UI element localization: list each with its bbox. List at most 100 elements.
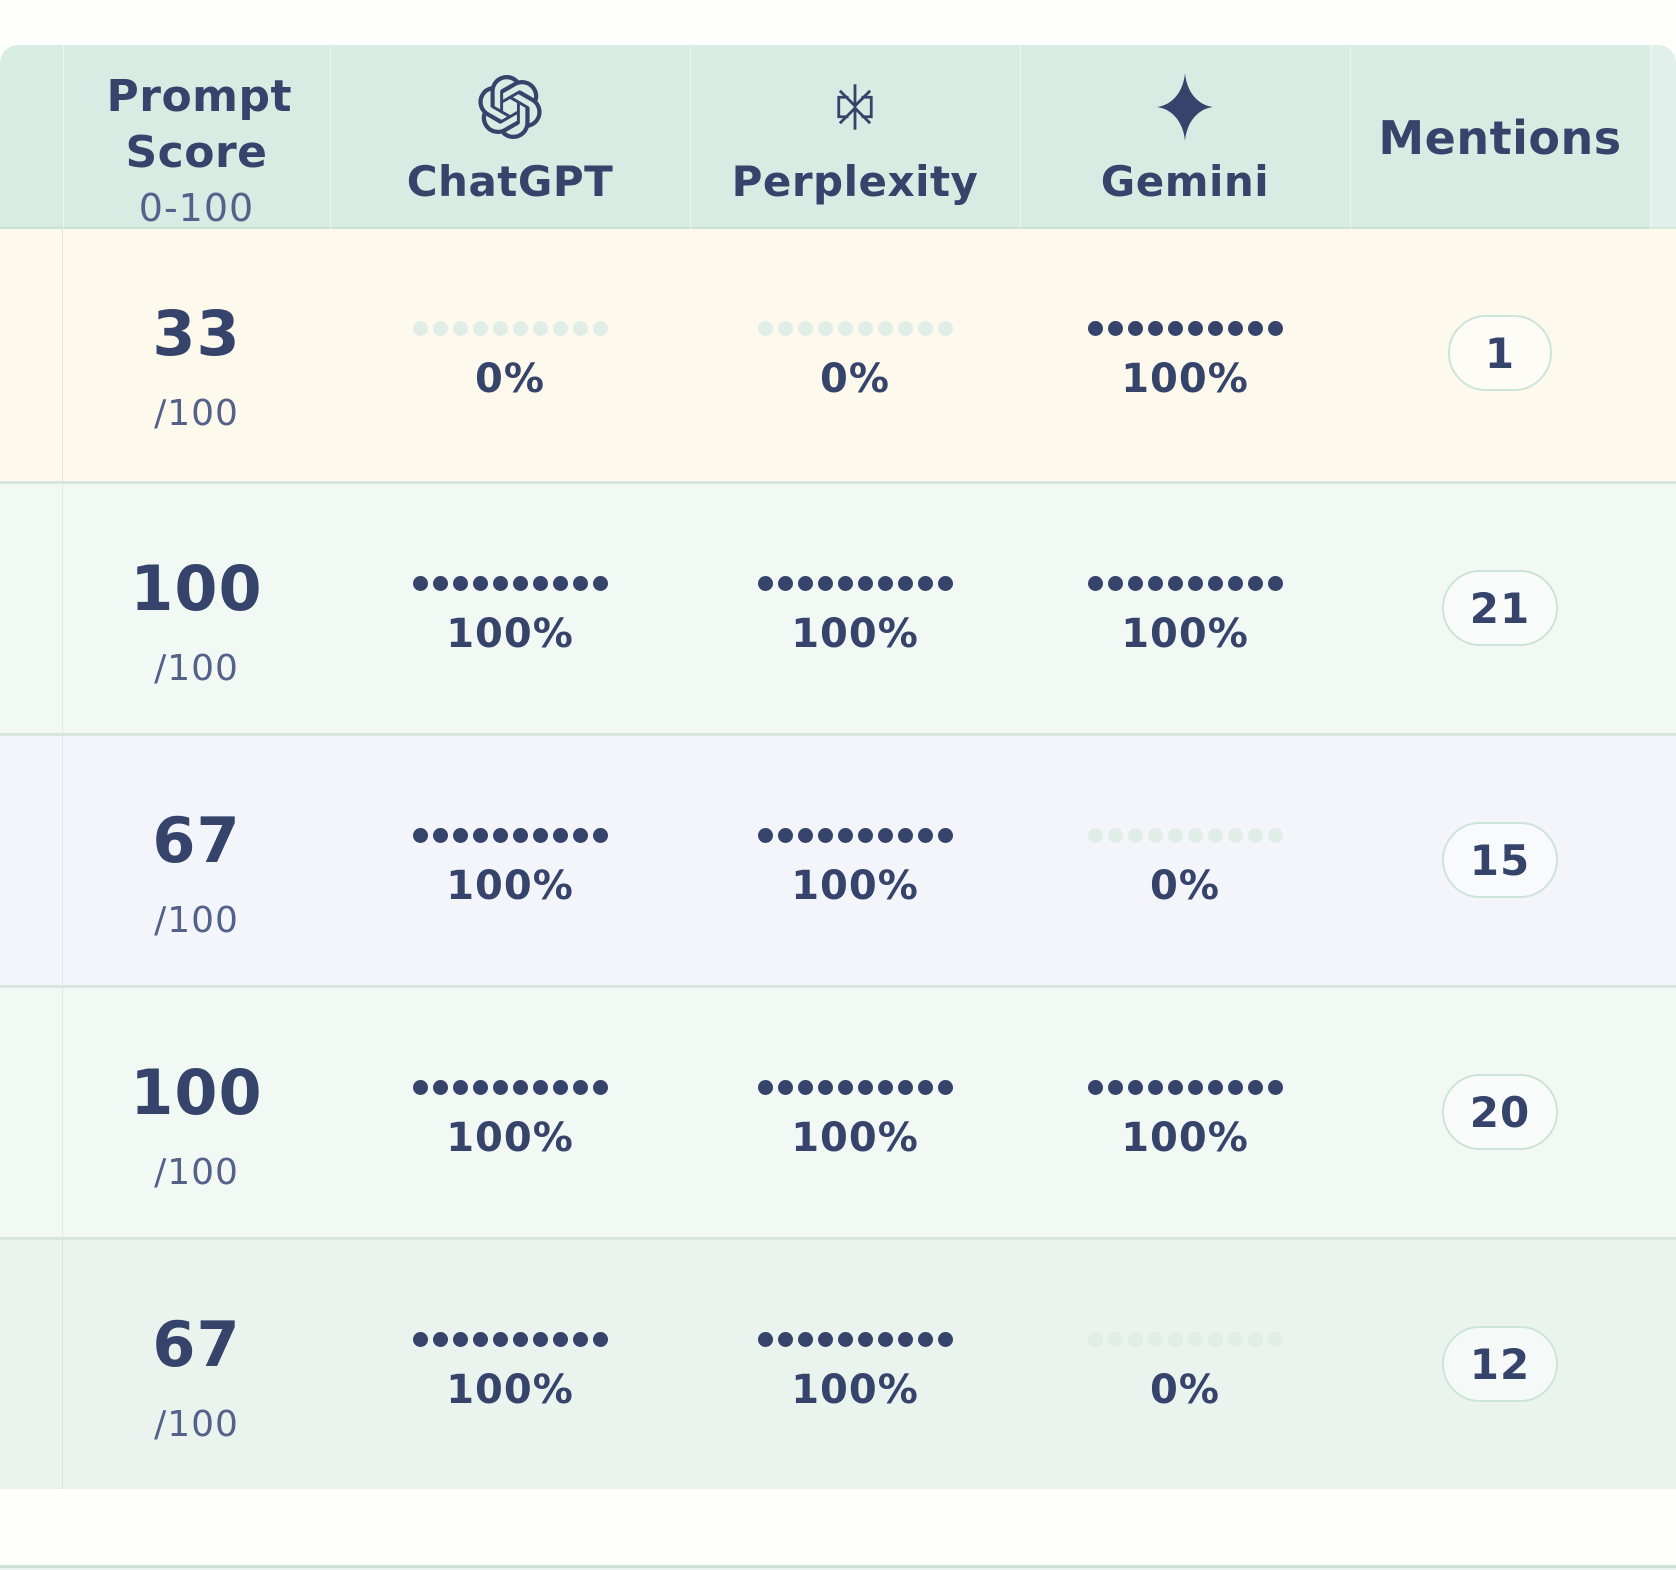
meter-dot bbox=[1147, 828, 1163, 843]
meter-dot bbox=[757, 321, 773, 336]
header-mentions: Mentions bbox=[1350, 45, 1650, 230]
meter-dot bbox=[412, 828, 428, 843]
meter-dot bbox=[552, 576, 568, 591]
gemini-cell: 0% bbox=[1020, 736, 1350, 985]
meter-dot bbox=[837, 1332, 853, 1347]
table-row[interactable]: 100 /100 100% 100% 100% 20 bbox=[0, 985, 1676, 1237]
meter-dot bbox=[432, 321, 448, 336]
mentions-cell: 15 bbox=[1350, 736, 1650, 985]
meter-dot bbox=[817, 828, 833, 843]
meter-dot bbox=[1087, 828, 1103, 843]
prompt-score-cell: 67 /100 bbox=[63, 1240, 330, 1489]
meter-dot bbox=[797, 828, 813, 843]
meter-dot bbox=[1207, 828, 1223, 843]
percent-dot-meter bbox=[412, 576, 608, 591]
table-row[interactable]: 100 /100 100% 100% 100% 21 bbox=[0, 481, 1676, 733]
mentions-cell: 12 bbox=[1350, 1240, 1650, 1489]
meter-dot bbox=[1127, 576, 1143, 591]
meter-dot bbox=[1087, 321, 1103, 336]
meter-dot bbox=[1147, 1332, 1163, 1347]
meter-dot bbox=[512, 1080, 528, 1095]
meter-dot bbox=[572, 828, 588, 843]
prompt-score-value: 100 bbox=[130, 552, 263, 625]
meter-dot bbox=[897, 1080, 913, 1095]
meter-dot bbox=[1267, 321, 1283, 336]
percent-label: 0% bbox=[1150, 1367, 1220, 1413]
meter-dot bbox=[512, 828, 528, 843]
header-gemini: Gemini bbox=[1020, 45, 1350, 230]
row-spacer-cell bbox=[0, 988, 63, 1237]
meter-dot bbox=[1187, 828, 1203, 843]
meter-dot bbox=[592, 1332, 608, 1347]
meter-dot bbox=[877, 576, 893, 591]
chatgpt-cell: 100% bbox=[330, 1240, 690, 1489]
prompt-score-cell: 33 /100 bbox=[63, 229, 330, 481]
meter-dot bbox=[1227, 1332, 1243, 1347]
meter-dot bbox=[897, 828, 913, 843]
meter-dot bbox=[552, 1332, 568, 1347]
mentions-badge: 12 bbox=[1441, 1326, 1559, 1402]
meter-dot bbox=[877, 1080, 893, 1095]
prompt-score-cell: 100 /100 bbox=[63, 988, 330, 1237]
meter-dot bbox=[817, 576, 833, 591]
mentions-cell: 20 bbox=[1350, 988, 1650, 1237]
percent-dot-meter bbox=[412, 1080, 608, 1095]
meter-dot bbox=[1187, 321, 1203, 336]
gemini-cell: 100% bbox=[1020, 229, 1350, 481]
percent-label: 100% bbox=[446, 611, 574, 657]
meter-dot bbox=[472, 1332, 488, 1347]
meter-dot bbox=[857, 576, 873, 591]
meter-dot bbox=[492, 1332, 508, 1347]
prompt-score-suffix: /100 bbox=[154, 900, 239, 941]
percent-dot-meter bbox=[1087, 1080, 1283, 1095]
openai-logo-icon bbox=[478, 73, 542, 141]
meter-dot bbox=[592, 828, 608, 843]
meter-dot bbox=[1107, 828, 1123, 843]
meter-dot bbox=[1267, 1332, 1283, 1347]
row-spacer-cell bbox=[0, 736, 63, 985]
meter-dot bbox=[432, 576, 448, 591]
percent-dot-meter bbox=[412, 321, 608, 336]
percent-label: 100% bbox=[791, 1115, 919, 1161]
row-spacer-cell bbox=[0, 484, 63, 733]
table-row[interactable]: 67 /100 100% 100% 0% 12 bbox=[0, 1237, 1676, 1489]
meter-dot bbox=[817, 1080, 833, 1095]
meter-dot bbox=[492, 1080, 508, 1095]
meter-dot bbox=[777, 1332, 793, 1347]
meter-dot bbox=[1087, 1332, 1103, 1347]
meter-dot bbox=[777, 828, 793, 843]
meter-dot bbox=[532, 1080, 548, 1095]
meter-dot bbox=[877, 321, 893, 336]
meter-dot bbox=[552, 1080, 568, 1095]
perplexity-cell: 100% bbox=[690, 736, 1020, 985]
percent-label: 100% bbox=[446, 863, 574, 909]
percent-dot-meter bbox=[1087, 828, 1283, 843]
meter-dot bbox=[777, 321, 793, 336]
perplexity-logo-icon bbox=[829, 73, 881, 141]
meter-dot bbox=[592, 1080, 608, 1095]
prompt-score-cell: 100 /100 bbox=[63, 484, 330, 733]
percent-dot-meter bbox=[1087, 576, 1283, 591]
meter-dot bbox=[472, 828, 488, 843]
table-row[interactable]: 33 /100 0% 0% 100% 1 bbox=[0, 229, 1676, 481]
table-body: 33 /100 0% 0% 100% 1 100 /100 100% bbox=[0, 229, 1676, 1489]
meter-dot bbox=[1247, 1332, 1263, 1347]
meter-dot bbox=[1127, 321, 1143, 336]
meter-dot bbox=[1167, 1332, 1183, 1347]
meter-dot bbox=[1147, 1080, 1163, 1095]
meter-dot bbox=[1167, 576, 1183, 591]
prompt-score-value: 100 bbox=[130, 1056, 263, 1129]
meter-dot bbox=[1127, 1332, 1143, 1347]
perplexity-cell: 100% bbox=[690, 988, 1020, 1237]
meter-dot bbox=[512, 576, 528, 591]
meter-dot bbox=[1087, 576, 1103, 591]
header-prompt-score: Prompt Score 0-100 bbox=[63, 45, 330, 230]
meter-dot bbox=[1107, 576, 1123, 591]
meter-dot bbox=[432, 828, 448, 843]
meter-dot bbox=[472, 1080, 488, 1095]
perplexity-cell: 100% bbox=[690, 1240, 1020, 1489]
meter-dot bbox=[897, 1332, 913, 1347]
meter-dot bbox=[472, 321, 488, 336]
table-row[interactable]: 67 /100 100% 100% 0% 15 bbox=[0, 733, 1676, 985]
